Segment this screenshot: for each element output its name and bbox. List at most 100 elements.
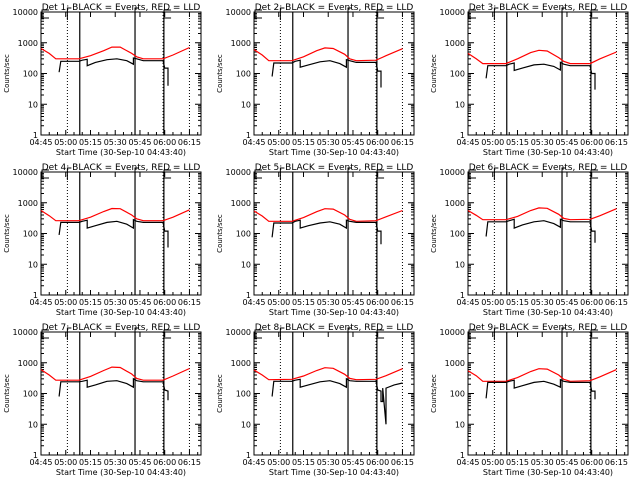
marker-flag — [590, 329, 599, 339]
x-tick-label: 05:15 — [292, 298, 315, 307]
x-tick-label: 05:45 — [555, 138, 578, 147]
x-tick-label: 06:15 — [391, 298, 414, 307]
x-tick-label: 05:00 — [481, 458, 504, 467]
x-axis-label: Start Time (30-Sep-10 04:43:40) — [483, 468, 613, 477]
y-tick-label: 100 — [236, 390, 251, 399]
x-tick-label: 06:00 — [366, 298, 389, 307]
y-tick-label: 1 — [460, 451, 465, 460]
y-tick-label: 1000 — [18, 39, 38, 48]
panel-title: Det 4: BLACK = Events, RED = LLD — [42, 163, 201, 173]
y-axis-label: Counts/sec — [216, 214, 224, 253]
x-tick-label: 05:30 — [104, 298, 127, 307]
x-axis-label: Start Time (30-Sep-10 04:43:40) — [269, 148, 399, 157]
marker-flag — [163, 9, 172, 19]
x-tick-label: 04:45 — [456, 138, 479, 147]
marker-flag — [468, 9, 476, 19]
y-tick-label: 100 — [450, 70, 465, 79]
y-tick-label: 10000 — [440, 168, 465, 177]
x-tick-label: 05:00 — [267, 138, 290, 147]
panel-det-8: 1 10 100 1000 10000 04:45 05:00 05:15 05:30 05:45… — [216, 323, 415, 477]
series-lld — [40, 207, 190, 222]
panel-det-6: 1 10 100 1000 10000 04:45 05:00 05:15 05:30 05:45… — [430, 163, 629, 317]
x-tick-label: 05:00 — [267, 458, 290, 467]
marker-flag — [376, 9, 385, 19]
panel-det-2: 1 10 100 1000 10000 04:45 05:00 05:15 05:30 05:45… — [216, 3, 415, 157]
y-tick-label: 1000 — [231, 39, 251, 48]
y-tick-label: 10 — [455, 100, 465, 109]
x-tick-label: 06:00 — [153, 458, 176, 467]
y-tick-label: 100 — [450, 390, 465, 399]
marker-flag — [41, 9, 49, 19]
y-tick-label: 10000 — [440, 8, 465, 17]
x-tick-label: 05:00 — [54, 458, 77, 467]
panel-det-4: 1 10 100 1000 10000 04:45 05:00 05:15 05:30 05:45… — [3, 163, 202, 317]
marker-flag — [493, 7, 499, 20]
marker-flag — [279, 327, 285, 340]
y-tick-label: 1 — [460, 131, 465, 140]
plot-frame — [40, 331, 202, 456]
y-tick-label: 1 — [33, 451, 38, 460]
x-tick-label: 06:00 — [366, 138, 389, 147]
y-tick-label: 10000 — [440, 328, 465, 337]
y-axis-label: Counts/sec — [3, 214, 11, 253]
x-axis-label: Start Time (30-Sep-10 04:43:40) — [483, 308, 613, 317]
marker-flag — [134, 167, 140, 180]
marker-flag — [561, 7, 567, 20]
x-axis-label: Start Time (30-Sep-10 04:43:40) — [56, 468, 186, 477]
x-tick-label: 04:45 — [242, 458, 265, 467]
series-events — [271, 377, 403, 425]
panel-det-7: 1 10 100 1000 10000 04:45 05:00 05:15 05:30 05:45… — [3, 323, 202, 477]
marker-flag — [468, 329, 476, 339]
x-tick-label: 06:15 — [605, 298, 628, 307]
y-axis-label: Counts/sec — [430, 214, 438, 253]
y-tick-label: 1000 — [18, 199, 38, 208]
y-tick-label: 1 — [33, 131, 38, 140]
x-tick-label: 05:15 — [292, 458, 315, 467]
x-tick-label: 05:00 — [481, 138, 504, 147]
x-tick-label: 05:00 — [481, 298, 504, 307]
series-lld — [467, 207, 617, 221]
y-tick-label: 1000 — [445, 359, 465, 368]
y-tick-label: 100 — [236, 70, 251, 79]
y-tick-label: 10 — [241, 420, 251, 429]
marker-flag — [590, 169, 599, 179]
marker-flag — [134, 327, 140, 340]
panel-title: Det 7: BLACK = Events, RED = LLD — [42, 323, 201, 333]
y-axis-label: Counts/sec — [216, 374, 224, 413]
y-tick-label: 100 — [23, 70, 38, 79]
y-axis-label: Counts/sec — [430, 54, 438, 93]
series-events — [58, 377, 169, 401]
series-lld — [467, 49, 617, 65]
panel-title: Det 9: BLACK = Events, RED = LLD — [469, 323, 628, 333]
y-axis-label: Counts/sec — [216, 54, 224, 93]
marker-flag — [347, 327, 353, 340]
marker-flag — [347, 167, 353, 180]
y-tick-label: 1 — [246, 291, 251, 300]
x-tick-label: 04:45 — [29, 298, 52, 307]
marker-flag — [254, 329, 262, 339]
x-tick-label: 06:15 — [178, 298, 201, 307]
plot-frame — [253, 11, 415, 136]
x-tick-label: 04:45 — [242, 298, 265, 307]
x-tick-label: 06:00 — [153, 298, 176, 307]
panel-title: Det 5: BLACK = Events, RED = LLD — [255, 163, 414, 173]
panel-title: Det 1: BLACK = Events, RED = LLD — [42, 3, 201, 13]
series-events — [271, 219, 382, 245]
y-axis-label: Counts/sec — [430, 374, 438, 413]
plot-frame — [253, 331, 415, 456]
series-lld — [253, 208, 403, 222]
y-tick-label: 10 — [28, 420, 38, 429]
marker-flag — [376, 329, 385, 339]
marker-flag — [66, 7, 72, 20]
marker-flag — [41, 329, 49, 339]
x-tick-label: 06:15 — [605, 458, 628, 467]
marker-flag — [279, 167, 285, 180]
marker-flag — [254, 9, 262, 19]
y-tick-label: 10000 — [13, 328, 38, 337]
y-tick-label: 10 — [455, 420, 465, 429]
x-axis-label: Start Time (30-Sep-10 04:43:40) — [269, 308, 399, 317]
x-tick-label: 04:45 — [242, 138, 265, 147]
x-tick-label: 05:30 — [531, 138, 554, 147]
series-lld — [467, 368, 617, 382]
